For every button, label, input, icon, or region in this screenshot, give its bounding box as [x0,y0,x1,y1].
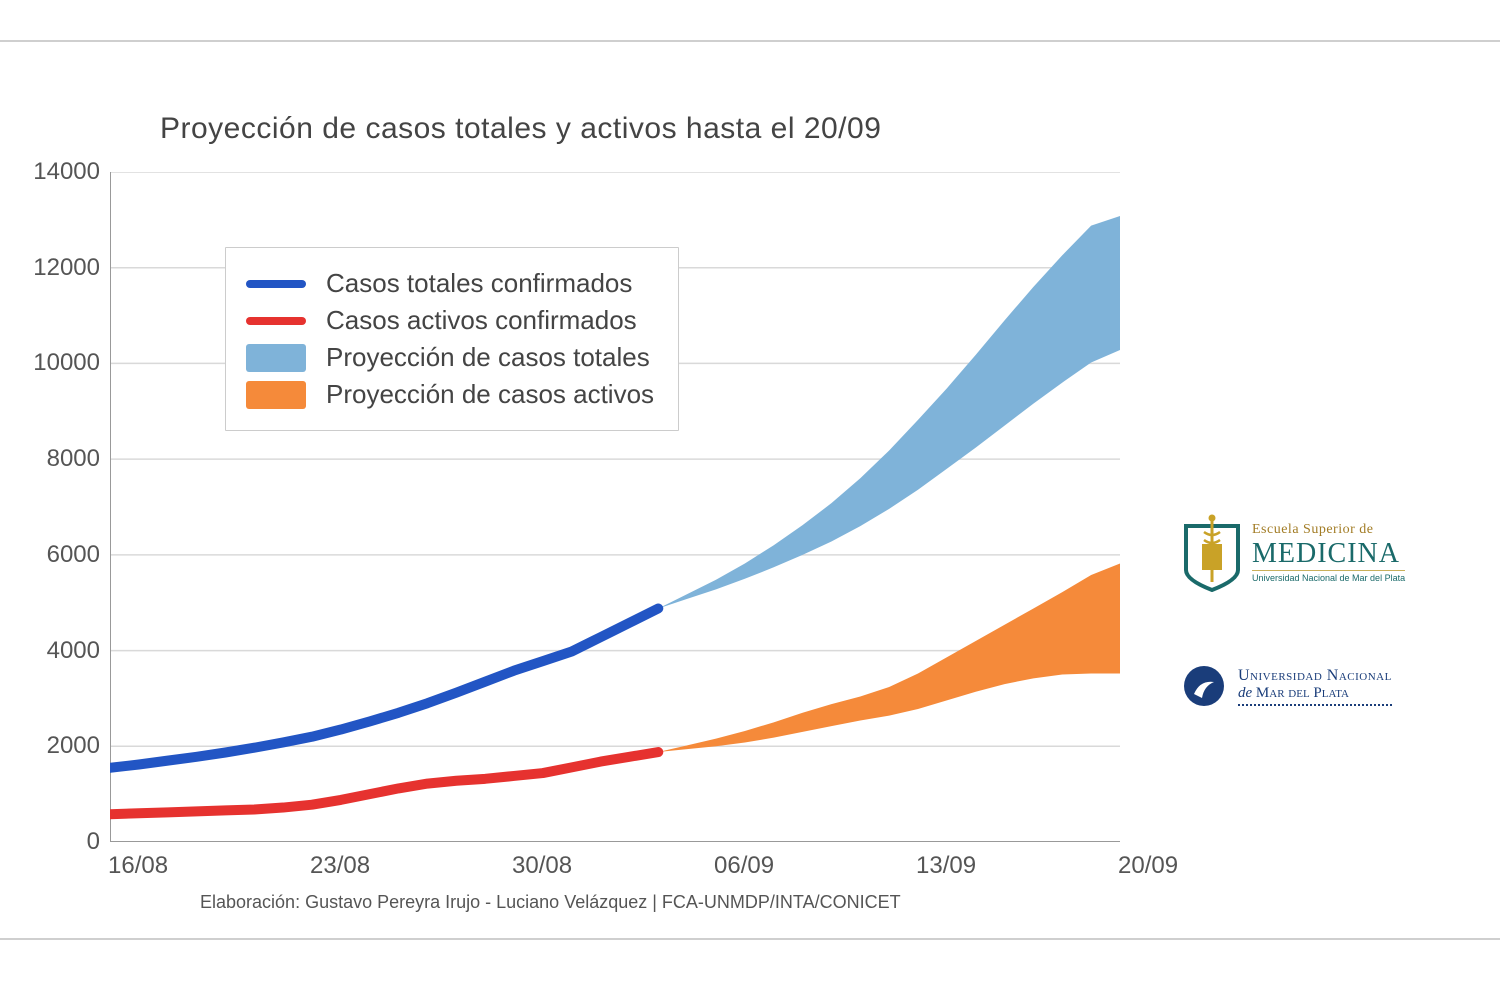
x-tick-label: 06/09 [714,852,774,880]
x-tick-label: 16/08 [108,852,168,880]
y-tick-label: 6000 [20,541,100,569]
page-frame: Proyección de casos totales y activos ha… [0,40,1500,940]
logo-unmdp-emblem [1180,662,1228,710]
logo-unmdp-line2: de Mar del Plata [1238,685,1392,702]
legend-label: Casos totales confirmados [326,268,632,299]
x-tick-label: 13/09 [916,852,976,880]
legend-swatch [246,280,306,288]
legend-item: Casos totales confirmados [246,268,654,299]
y-tick-label: 10000 [20,349,100,377]
legend-swatch [246,381,306,409]
logo-unmdp: Universidad Nacional de Mar del Plata [1180,662,1490,710]
legend-label: Proyección de casos activos [326,379,654,410]
logo-medicina-text: Escuela Superior de MEDICINA Universidad… [1252,522,1405,583]
y-tick-label: 4000 [20,637,100,665]
y-tick-label: 14000 [20,158,100,186]
logo-medicina: Escuela Superior de MEDICINA Universidad… [1180,512,1490,592]
legend-label: Proyección de casos totales [326,342,650,373]
legend-item: Proyección de casos activos [246,379,654,410]
logo-unmdp-line2-main: Mar del Plata [1256,685,1349,701]
legend-item: Casos activos confirmados [246,305,654,336]
chart-container: Proyección de casos totales y activos ha… [20,112,1150,942]
legend-swatch [246,317,306,325]
x-tick-label: 30/08 [512,852,572,880]
legend-label: Casos activos confirmados [326,305,637,336]
chart-plot-area: 02000400060008000100001200014000 16/0823… [110,172,1120,842]
legend-swatch [246,344,306,372]
y-tick-label: 0 [20,828,100,856]
y-tick-label: 12000 [20,254,100,282]
logo-unmdp-text: Universidad Nacional de Mar del Plata [1238,667,1392,706]
chart-title: Proyección de casos totales y activos ha… [160,112,881,146]
logo-medicina-main: MEDICINA [1252,538,1405,570]
y-tick-label: 2000 [20,732,100,760]
legend-item: Proyección de casos totales [246,342,654,373]
logo-medicina-superscript: Escuela Superior de [1252,522,1405,538]
y-tick-label: 8000 [20,445,100,473]
x-tick-label: 20/09 [1118,852,1178,880]
chart-legend: Casos totales confirmados Casos activos c… [225,247,679,431]
logo-unmdp-line1: Universidad Nacional [1238,667,1392,685]
logo-medicina-subtitle: Universidad Nacional de Mar del Plata [1252,570,1405,583]
chart-credit: Elaboración: Gustavo Pereyra Irujo - Luc… [200,892,901,913]
logo-medicina-emblem [1180,512,1244,592]
x-tick-label: 23/08 [310,852,370,880]
logos-region: Escuela Superior de MEDICINA Universidad… [1180,512,1490,710]
logo-unmdp-line2-prefix: de [1238,685,1256,701]
